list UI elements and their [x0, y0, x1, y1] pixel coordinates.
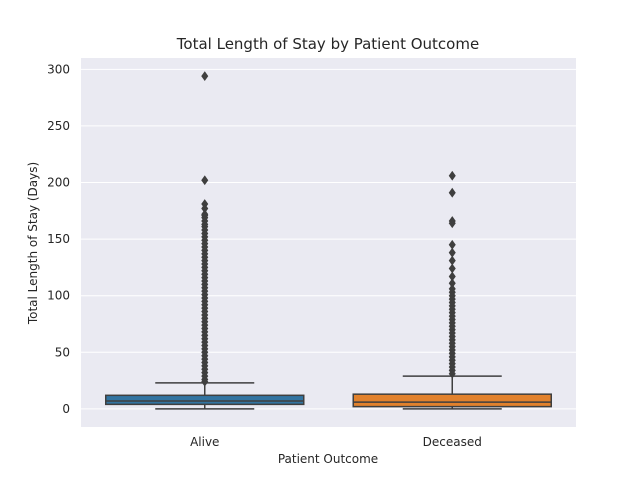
y-tick-label: 300 [47, 62, 70, 76]
y-axis-label: Total Length of Stay (Days) [26, 162, 40, 325]
x-tick-label: Alive [190, 435, 219, 449]
outlier-point [201, 376, 209, 387]
y-tick-labels: 0 50 100 150 200 250 300 [47, 62, 70, 416]
box-alive [105, 71, 305, 410]
x-tick-label: Deceased [423, 435, 482, 449]
chart-title: Total Length of Stay by Patient Outcome [176, 35, 479, 53]
x-tick-labels: Alive Deceased [190, 435, 482, 449]
box-iqr [105, 394, 305, 406]
x-axis-label: Patient Outcome [278, 452, 378, 466]
box-iqr [352, 393, 552, 408]
outlier-point [448, 368, 456, 379]
outlier-point [201, 71, 209, 81]
grid-lines [81, 68, 576, 410]
y-tick-label: 100 [47, 289, 70, 303]
box-deceased [352, 170, 552, 410]
y-tick-label: 0 [62, 402, 70, 416]
y-tick-label: 200 [47, 176, 70, 190]
outlier-point [448, 218, 456, 229]
outlier-point [201, 175, 209, 186]
outlier-point [448, 187, 456, 198]
outlier-point [448, 170, 456, 181]
plot-area [81, 58, 576, 427]
y-tick-label: 50 [55, 345, 70, 359]
box-series [105, 71, 552, 410]
y-tick-label: 250 [47, 119, 70, 133]
y-tick-label: 150 [47, 232, 70, 246]
